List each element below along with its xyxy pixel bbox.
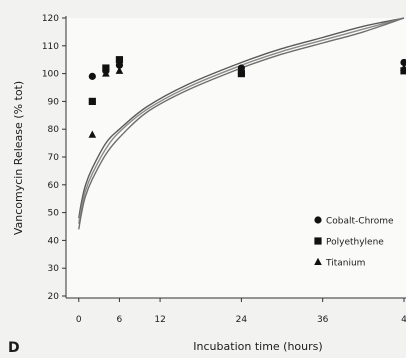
x-tick-label: 36 <box>317 315 329 325</box>
data-points <box>88 56 406 138</box>
legend-marker-titanium <box>314 257 322 265</box>
y-tick-label: 50 <box>48 209 60 219</box>
x-tick-label: 6 <box>117 315 123 325</box>
fit-curve-2 <box>78 17 405 224</box>
y-axis-label: Vancomycin Release (% tot) <box>12 81 25 235</box>
x-tick-label: 4 <box>401 315 406 325</box>
titanium-point <box>115 66 124 74</box>
polyethylene-point <box>102 64 110 72</box>
polyethylene-point <box>88 97 96 105</box>
y-tick-label: 70 <box>48 153 60 163</box>
cobalt-chrome-point <box>400 58 406 67</box>
legend-label-cobalt-chrome: Cobalt-Chrome <box>326 217 394 227</box>
legend-marker-polyethylene <box>314 237 322 245</box>
x-tick-label: 0 <box>76 315 82 325</box>
y-tick-label: 100 <box>42 70 59 80</box>
titanium-point <box>237 66 246 74</box>
titanium-point <box>102 69 110 77</box>
cobalt-chrome-point <box>88 72 96 80</box>
axes <box>62 16 406 302</box>
fit-curve-1 <box>78 17 405 219</box>
y-tick-label: 20 <box>48 292 60 302</box>
y-tick-label: 60 <box>48 181 60 191</box>
x-axis-label: Incubation time (hours) <box>193 340 322 353</box>
fit-curve-3 <box>78 17 405 230</box>
legend-label-polyethylene: Polyethylene <box>326 238 384 248</box>
y-tick-label: 40 <box>48 236 60 246</box>
titanium-point <box>88 130 97 138</box>
titanium-point <box>400 63 406 72</box>
legend: Cobalt-Chrome Polyethylene Titanium <box>314 216 394 269</box>
polyethylene-point <box>115 56 124 64</box>
x-tick-label: 24 <box>236 315 248 325</box>
panel-label: D <box>8 340 20 356</box>
y-tick-label: 90 <box>48 97 60 107</box>
y-tick-label: 110 <box>42 42 59 52</box>
tick-labels: 20 30 40 50 60 70 80 90 100 110 120 0 6 12 24 36 4 <box>42 14 406 325</box>
y-tick-label: 80 <box>48 125 60 135</box>
legend-label-titanium: Titanium <box>325 259 365 269</box>
y-tick-label: 30 <box>48 264 60 274</box>
cobalt-chrome-point <box>115 61 124 69</box>
x-tick-label: 12 <box>154 315 165 325</box>
fit-curves <box>78 17 405 230</box>
legend-marker-cobalt-chrome <box>314 216 322 224</box>
y-tick-label: 120 <box>42 14 59 24</box>
